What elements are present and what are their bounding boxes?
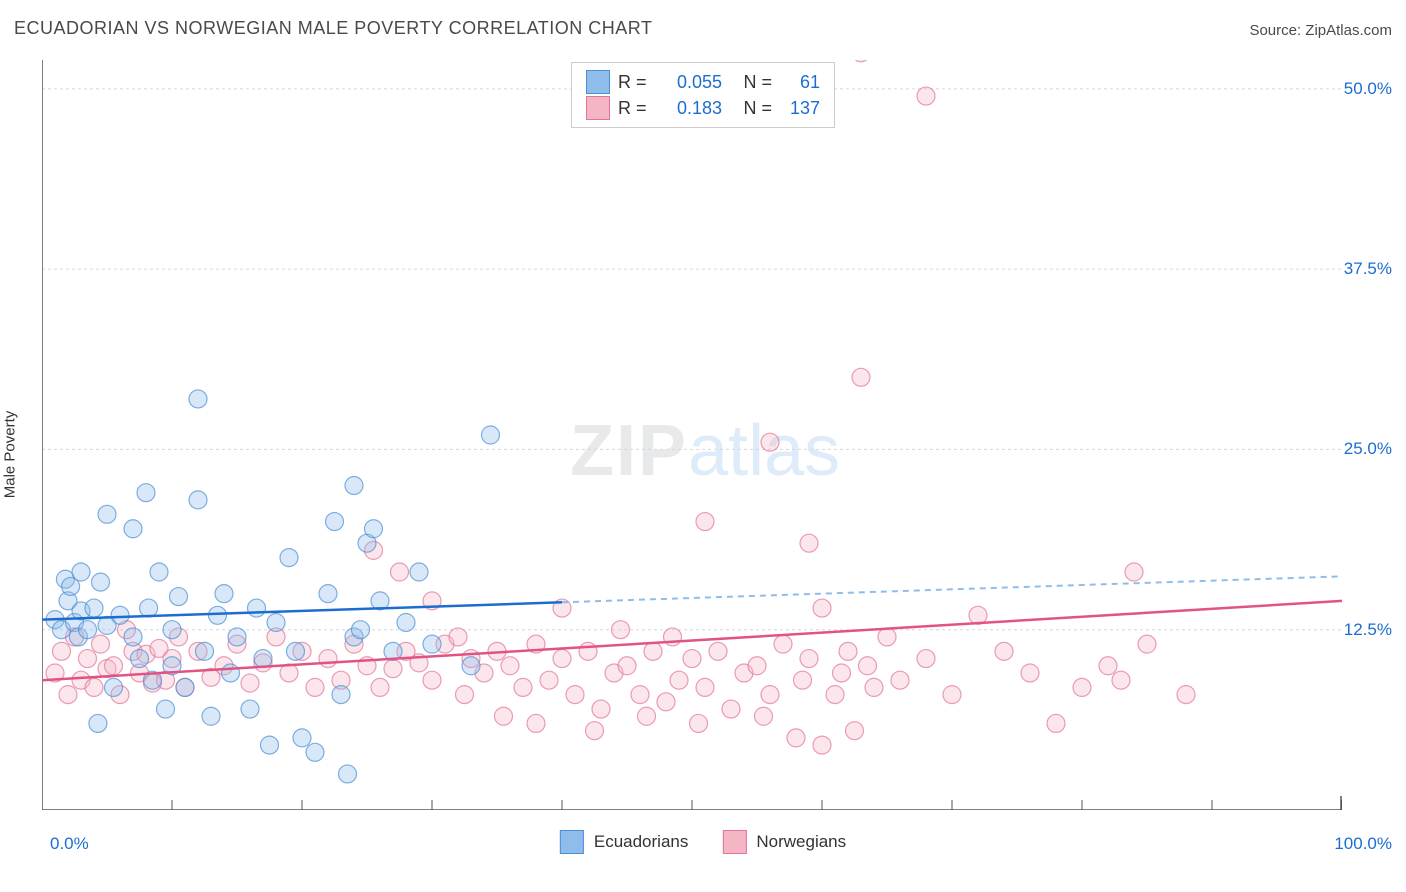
- scatter-plot: [42, 60, 1342, 810]
- legend-correlation: R = 0.055 N = 61 R = 0.183 N = 137: [571, 62, 835, 128]
- y-tick: 25.0%: [1344, 439, 1392, 459]
- x-tick-min: 0.0%: [50, 834, 89, 854]
- source-label: Source: ZipAtlas.com: [1249, 22, 1392, 39]
- y-tick: 12.5%: [1344, 620, 1392, 640]
- chart-title: ECUADORIAN VS NORWEGIAN MALE POVERTY COR…: [14, 18, 652, 39]
- chart-container: ECUADORIAN VS NORWEGIAN MALE POVERTY COR…: [0, 0, 1406, 892]
- legend-swatch-norwegians: [722, 830, 746, 854]
- x-tick-max: 100.0%: [1334, 834, 1392, 854]
- y-axis-label: Male Poverty: [2, 411, 19, 499]
- legend-swatch-ecuadorians: [586, 70, 610, 94]
- y-tick: 50.0%: [1344, 79, 1392, 99]
- legend-series: Ecuadorians Norwegians: [560, 830, 846, 854]
- legend-swatch-norwegians: [586, 96, 610, 120]
- y-tick: 37.5%: [1344, 259, 1392, 279]
- legend-swatch-ecuadorians: [560, 830, 584, 854]
